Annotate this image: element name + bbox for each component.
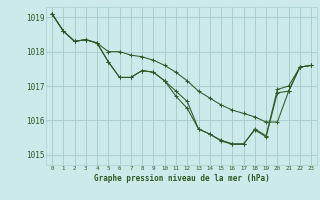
X-axis label: Graphe pression niveau de la mer (hPa): Graphe pression niveau de la mer (hPa) bbox=[94, 174, 269, 183]
